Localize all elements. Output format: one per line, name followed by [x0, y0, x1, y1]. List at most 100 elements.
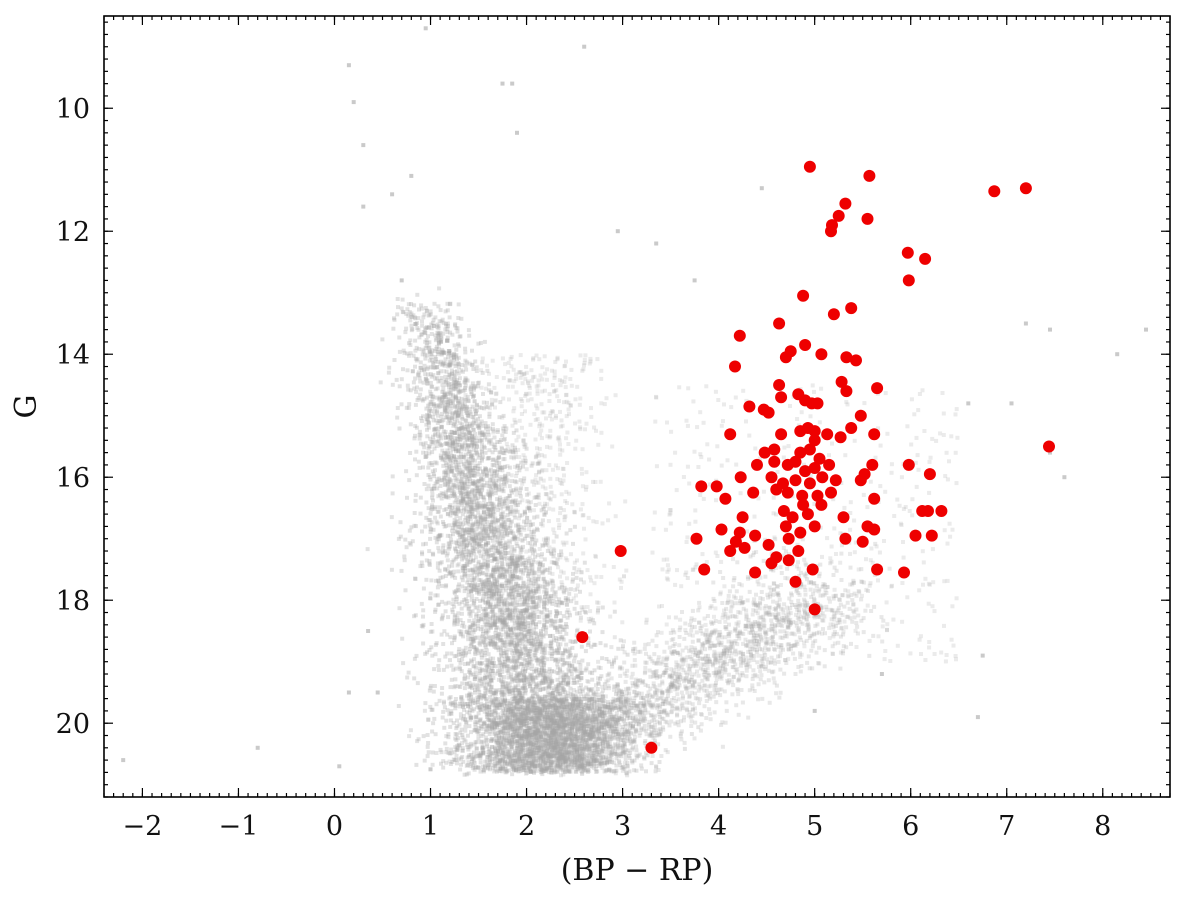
field-star-point [541, 669, 546, 674]
field-star-point [567, 664, 572, 669]
field-star-point [500, 468, 505, 473]
field-star-point [542, 715, 547, 720]
field-star-point [469, 454, 474, 459]
field-star-point [472, 444, 477, 449]
field-star-point [439, 350, 444, 355]
field-star-point [475, 485, 480, 490]
field-star-point [545, 745, 550, 750]
field-star-point [438, 401, 443, 406]
field-star-point [468, 647, 472, 651]
field-star-point [438, 561, 443, 566]
field-star-point [469, 642, 474, 647]
field-star-point [479, 406, 484, 410]
field-star-point [473, 652, 478, 657]
field-star-point [485, 400, 489, 405]
field-star-point [454, 738, 459, 742]
field-star-point [566, 745, 571, 750]
field-star-point [488, 588, 493, 593]
field-star-point [514, 582, 519, 587]
field-star-point [408, 451, 413, 455]
field-star-point [441, 350, 446, 355]
field-star-point [427, 648, 432, 652]
field-star-point [476, 505, 481, 510]
field-star-point [513, 728, 518, 733]
field-star-point [552, 694, 557, 699]
field-star-point [436, 379, 441, 384]
field-star-point [502, 465, 507, 470]
field-star-point [561, 637, 566, 642]
field-star-point [470, 348, 474, 353]
field-star-point [462, 598, 467, 602]
field-star-point [427, 559, 432, 564]
field-star-point [514, 618, 519, 623]
field-star-point [504, 668, 509, 673]
field-star-point [538, 687, 543, 692]
field-star-point [494, 689, 499, 694]
field-star-point [513, 445, 517, 450]
field-star-point [487, 597, 492, 601]
field-star-point [463, 346, 468, 351]
field-star-point [549, 618, 554, 623]
field-star-point [502, 542, 507, 547]
field-star-point [448, 718, 453, 723]
field-star-point [451, 377, 456, 382]
field-star-point [461, 470, 466, 475]
field-star-point [619, 688, 624, 693]
field-star-point [504, 630, 509, 635]
field-star-point [440, 398, 445, 403]
field-star-point [510, 738, 514, 743]
field-star-point [573, 742, 577, 747]
field-star-point [494, 589, 499, 594]
field-star-point [520, 561, 525, 566]
field-star-point [413, 322, 418, 327]
field-star-point [574, 694, 579, 699]
field-star-point [457, 490, 462, 495]
field-star-point [507, 701, 512, 706]
field-star-point [475, 443, 479, 448]
field-star-point [497, 660, 502, 665]
field-star-point [425, 427, 429, 432]
field-star-point [548, 763, 553, 768]
field-star-point [466, 399, 471, 404]
field-star-point [595, 728, 600, 733]
field-star-point [515, 672, 520, 677]
field-star-point [464, 515, 469, 520]
field-star-point [535, 514, 540, 519]
field-star-point [427, 349, 432, 354]
field-star-point [519, 696, 524, 700]
field-star-point [429, 326, 434, 331]
field-star-point [483, 607, 488, 611]
field-star-point [443, 309, 448, 314]
field-star-point [517, 593, 522, 598]
field-star-point [412, 676, 417, 681]
field-star-point [469, 699, 474, 704]
field-star-point [486, 382, 491, 387]
field-star-point [454, 397, 459, 402]
field-star-point [422, 367, 427, 372]
field-star-point [449, 435, 454, 440]
field-star-point [445, 338, 449, 343]
field-star-point [447, 456, 452, 461]
field-star-point [564, 758, 568, 763]
field-star-point [438, 395, 443, 400]
field-star-point [423, 356, 428, 361]
field-star-point [531, 719, 536, 724]
field-star-point [421, 586, 426, 591]
field-star-point [550, 722, 555, 727]
field-star-point [603, 732, 608, 737]
field-star-point [466, 466, 471, 471]
field-star-point [548, 640, 553, 645]
field-star-point [582, 745, 587, 750]
field-star-point [479, 491, 483, 496]
field-star-point [549, 644, 553, 649]
field-star-point [526, 767, 531, 772]
field-star-point [455, 544, 460, 548]
field-star-point [448, 391, 453, 396]
field-star-point [566, 667, 571, 672]
field-star-point [495, 470, 500, 474]
field-star-point [439, 352, 444, 357]
field-star-point [553, 712, 558, 717]
field-star-point [529, 633, 534, 638]
field-star-point [494, 645, 499, 650]
field-star-point [517, 716, 522, 721]
